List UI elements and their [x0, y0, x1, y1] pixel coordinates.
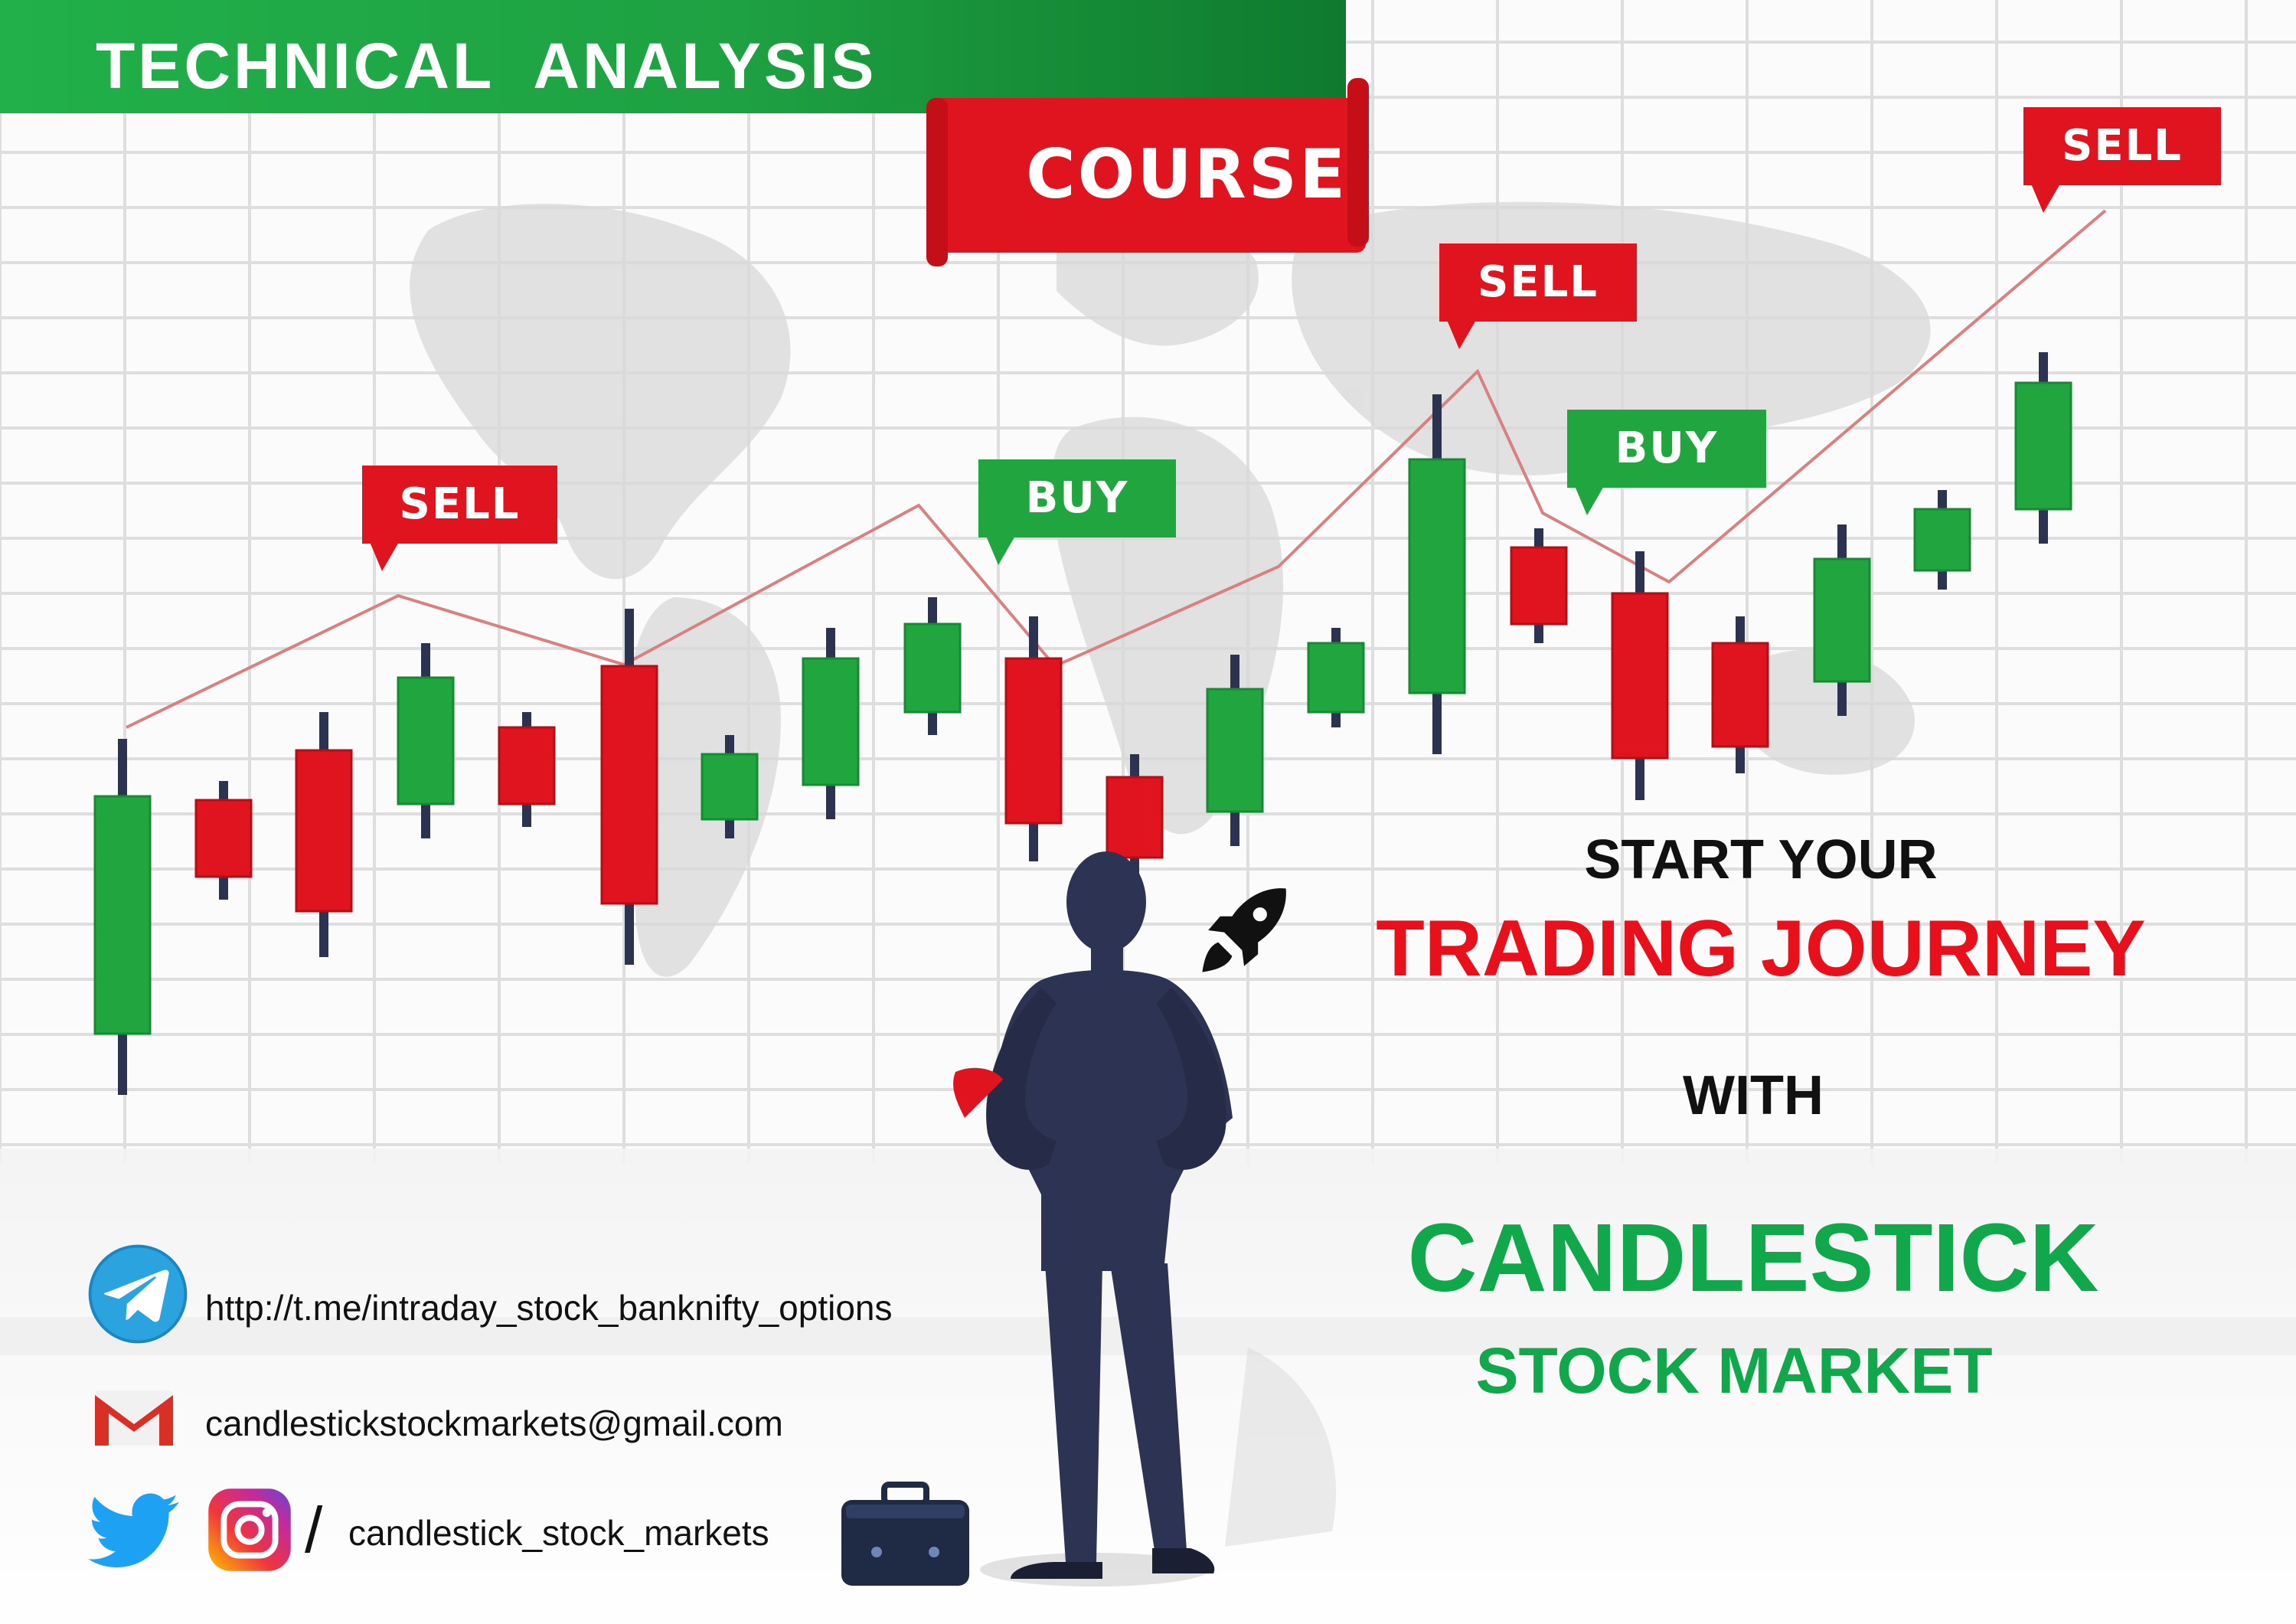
candlestick-green [1206, 655, 1264, 846]
candlestick-red [1106, 754, 1164, 881]
course-tag-roll [926, 98, 948, 266]
title-banner: TECHNICAL ANALYSIS [0, 0, 1346, 113]
signal-tag-sell: SELL [1478, 257, 1599, 307]
brand-subtitle: STOCK MARKET [1475, 1335, 1993, 1407]
course-tag [931, 98, 1366, 253]
signal-tag-buy: BUY [1025, 473, 1129, 523]
candlestick-red [498, 712, 556, 827]
candlestick-red [194, 781, 253, 900]
headline-start: START YOUR [1584, 829, 1938, 890]
gmail-icon [95, 1390, 173, 1446]
rocket-icon [1202, 888, 1286, 972]
candlestick-green [1813, 524, 1871, 716]
signal-tag-buy-bubble [1567, 410, 1766, 515]
candlestick-red [295, 712, 353, 957]
title-text: TECHNICAL ANALYSIS [96, 30, 877, 102]
twitter-icon[interactable] [88, 1493, 180, 1570]
candlestick-red [600, 609, 658, 965]
candlestick-red [1004, 616, 1063, 861]
signal-tag-sell-bubble [362, 466, 557, 571]
background-grid [0, 0, 2296, 1164]
course-label: COURSE [1026, 135, 1348, 214]
signal-tag-sell-bubble [1439, 243, 1637, 349]
candlestick-green [397, 643, 455, 838]
candlestick-red [1510, 528, 1568, 643]
signal-tag-buy: BUY [1615, 423, 1719, 473]
candlestick-red [1711, 616, 1769, 773]
instagram-icon[interactable] [207, 1487, 292, 1573]
candlestick-green [93, 739, 152, 1095]
briefcase-icon [841, 1482, 969, 1586]
candlestick-red [1611, 551, 1669, 800]
telegram-icon [88, 1244, 188, 1344]
signal-tag-sell: SELL [399, 479, 521, 529]
social-separator: / [305, 1494, 323, 1566]
signal-tag-sell: SELL [2062, 121, 2183, 171]
candlestick-green [903, 597, 962, 735]
email-link[interactable]: candlestickstockmarkets@gmail.com [205, 1403, 783, 1443]
candlestick-green [1307, 628, 1365, 727]
trend-line [126, 209, 2107, 729]
social-handle[interactable]: candlestick_stock_markets [348, 1513, 769, 1553]
candlestick-green [1408, 394, 1466, 754]
course-tag-roll-right [1347, 78, 1369, 247]
headline-trading-journey: TRADING JOURNEY [1376, 904, 2146, 993]
candlestick-green [701, 735, 759, 838]
candlestick-green [802, 628, 860, 819]
candlestick-green [2014, 352, 2072, 544]
candlesticks [93, 352, 2072, 1095]
signal-tag-buy-bubble [978, 459, 1176, 565]
telegram-link[interactable]: http://t.me/intraday_stock_banknifty_opt… [205, 1288, 893, 1328]
businessman-figure [953, 851, 1337, 1586]
candlestick-green [1913, 490, 1971, 590]
brand-name: CANDLESTICK [1407, 1204, 2099, 1312]
signal-tag-sell-bubble [2023, 107, 2221, 213]
headline-with: WITH [1683, 1065, 1824, 1126]
